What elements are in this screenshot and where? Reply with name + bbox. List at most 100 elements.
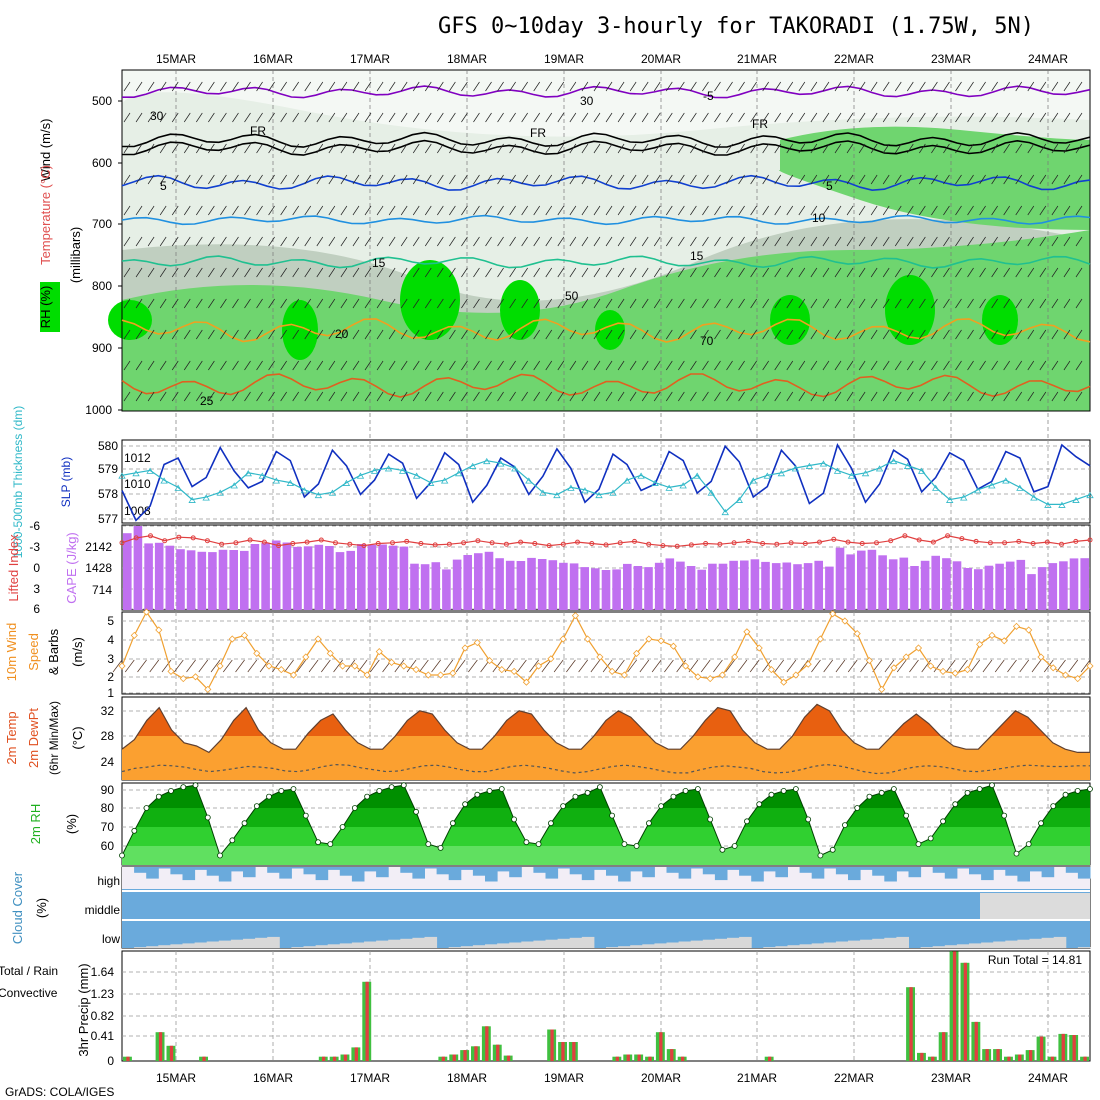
wind-barb xyxy=(388,298,396,309)
cloud-high-bar xyxy=(860,867,873,870)
cloud-low-gap xyxy=(835,941,849,948)
wind-barb xyxy=(593,391,601,402)
wind-barb xyxy=(304,329,312,340)
li-point xyxy=(176,534,182,540)
wind-barb xyxy=(750,112,757,123)
wind-barb xyxy=(858,174,866,185)
thickness-point xyxy=(1044,501,1052,508)
precip-bar-convective xyxy=(985,1049,989,1061)
wind-barb xyxy=(449,267,456,278)
wind-point xyxy=(804,660,812,668)
wind-barb xyxy=(461,329,468,340)
wind-barb xyxy=(762,236,769,247)
wind-barb xyxy=(485,360,492,371)
wind-barb xyxy=(364,329,372,340)
wind-barb xyxy=(437,143,444,154)
precip-legend-total: Total / Rain xyxy=(0,964,58,978)
wind-barb xyxy=(521,267,528,278)
wind-barb xyxy=(545,360,553,371)
wind-barb xyxy=(545,174,553,185)
cape-bar xyxy=(995,563,1004,610)
li-point xyxy=(674,543,680,549)
cape-bar xyxy=(452,559,462,610)
wind-barb xyxy=(1051,143,1059,154)
wind-barb xyxy=(352,81,360,92)
cloud-low-gap xyxy=(182,943,196,948)
wind10m-barb xyxy=(443,659,454,673)
precip-tick-label: 1.23 xyxy=(91,987,115,1001)
wind-barb xyxy=(1063,205,1071,216)
cloud-high-bar xyxy=(315,867,329,881)
wind-barb xyxy=(726,391,733,402)
wind-barb xyxy=(232,112,239,123)
cape-bar xyxy=(729,560,738,610)
wind-barb xyxy=(280,267,287,278)
wind-barb xyxy=(629,391,637,402)
rh-point xyxy=(940,818,946,825)
wind-barb xyxy=(424,143,432,154)
wind10m-barb xyxy=(222,659,233,673)
wind-barb xyxy=(244,267,251,278)
wind-barb xyxy=(147,81,155,92)
rh-point xyxy=(241,820,248,827)
wind-barb xyxy=(894,360,902,371)
wind-barb xyxy=(798,236,806,247)
wind-barb xyxy=(979,391,986,402)
wind10m-barb xyxy=(1043,659,1054,673)
wind10m-barb xyxy=(615,659,625,673)
wind-barb xyxy=(870,143,878,154)
cloud-high-bar xyxy=(327,867,341,870)
li-point xyxy=(261,539,267,545)
temp-area-light xyxy=(122,704,1090,780)
wind-point xyxy=(767,666,775,674)
wind-barb xyxy=(135,112,143,123)
thickness-point xyxy=(763,472,772,479)
wind-barb xyxy=(449,329,456,340)
cloud-low-gap xyxy=(460,946,474,948)
wind-barb xyxy=(123,298,131,309)
wind-barb xyxy=(521,143,528,154)
cloud-high-bar xyxy=(182,867,196,881)
li-point xyxy=(560,541,566,547)
wind-barb xyxy=(810,205,818,216)
li-point xyxy=(845,539,851,545)
wind-barb xyxy=(473,112,480,123)
temperature-contour xyxy=(122,85,1091,99)
cloud-low-gap xyxy=(811,943,825,948)
wind-barb xyxy=(834,112,842,123)
thickness-point xyxy=(553,491,561,499)
wind-point xyxy=(731,653,739,661)
wind-barb xyxy=(376,112,384,123)
wind-barb xyxy=(208,267,215,278)
wind-barb xyxy=(882,267,890,278)
wind-point xyxy=(216,662,224,670)
wind-barb xyxy=(1015,205,1023,216)
cape-bar xyxy=(676,561,685,610)
rh-tick-label: 80 xyxy=(101,801,115,815)
wind-barb xyxy=(906,236,914,247)
wind-barb xyxy=(424,174,432,185)
precip-bar-convective xyxy=(496,1044,500,1061)
wind-barb xyxy=(605,267,613,278)
cloud-high-bar xyxy=(678,867,692,879)
rh-point xyxy=(180,784,187,790)
cloud-high-bar xyxy=(170,867,183,875)
wind-barb xyxy=(232,298,239,309)
rh-point xyxy=(204,814,211,821)
wind-barb xyxy=(280,329,287,340)
wind-barb xyxy=(1063,236,1071,247)
wind-barb xyxy=(943,112,950,123)
li-point xyxy=(333,540,338,546)
cloud-high-bar xyxy=(775,867,788,878)
wind-barb xyxy=(810,360,818,371)
wind10m-barb xyxy=(149,659,160,673)
wind-barb xyxy=(762,112,769,123)
wind-barb xyxy=(798,391,806,402)
wind-barb xyxy=(810,174,818,185)
wind-barb xyxy=(1039,267,1047,278)
rh-point xyxy=(854,805,861,811)
wind-barb xyxy=(1027,143,1035,154)
precip-bar-convective xyxy=(1007,1056,1011,1061)
wind-barb xyxy=(919,143,926,154)
precip-bar-convective xyxy=(963,962,967,1061)
